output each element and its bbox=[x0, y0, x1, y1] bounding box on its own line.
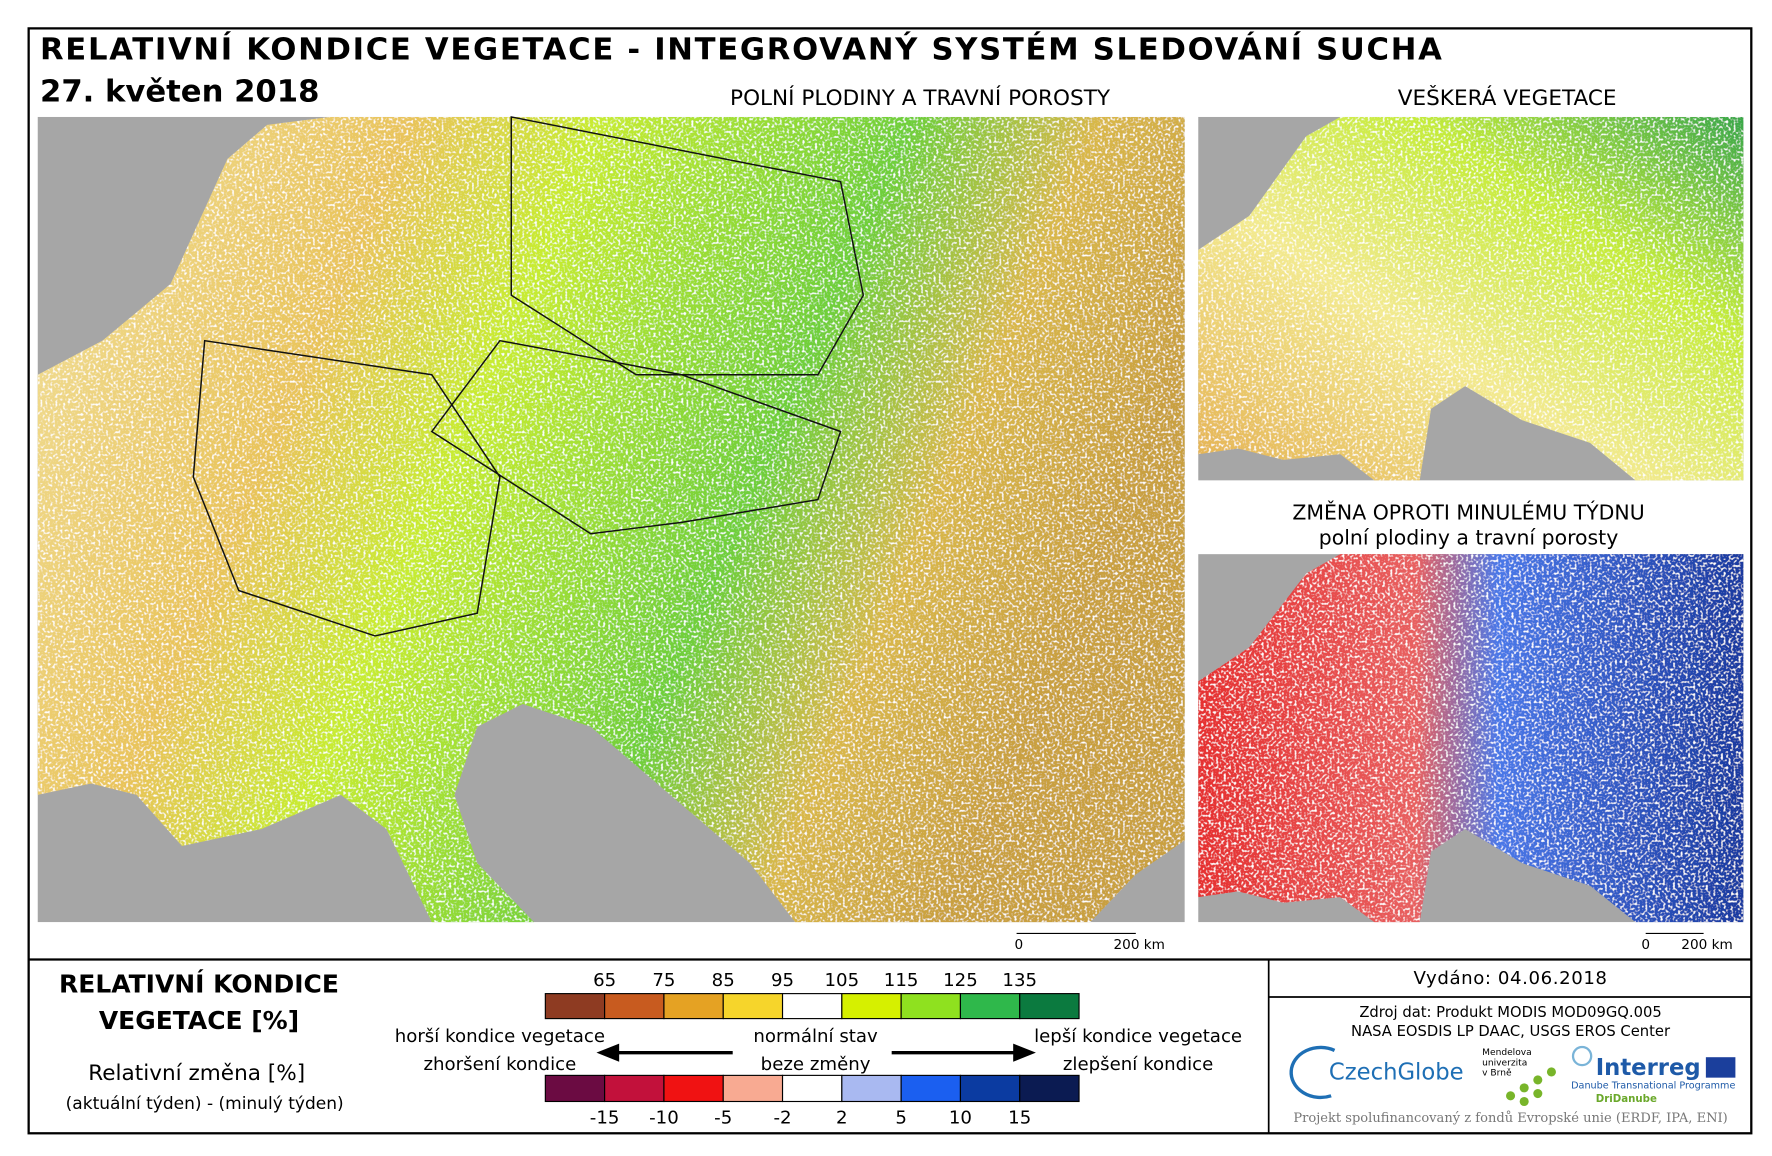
logo-interreg: Interreg Danube Transnational Programme … bbox=[1571, 1045, 1735, 1105]
legend-tick-label: -10 bbox=[649, 1108, 679, 1129]
logo-text: Interreg bbox=[1596, 1055, 1701, 1081]
legend-text: zhoršení kondice bbox=[424, 1054, 577, 1075]
legend-tick-label: -2 bbox=[773, 1108, 791, 1129]
legend-swatch bbox=[663, 993, 724, 1020]
logo-text: Danube Transnational Programme bbox=[1571, 1081, 1735, 1092]
logo-text: v Brně bbox=[1482, 1068, 1512, 1079]
scale-start: 0 bbox=[1641, 937, 1650, 953]
legend-swatch bbox=[604, 993, 665, 1020]
legend-swatch bbox=[781, 993, 843, 1020]
legend-text: horší kondice vegetace bbox=[395, 1026, 605, 1047]
legend-tick-label: 95 bbox=[771, 970, 794, 991]
legend-tick-label: 125 bbox=[943, 970, 978, 991]
arrows bbox=[596, 1043, 1036, 1062]
land bbox=[1198, 554, 1744, 923]
source: NASA EOSDIS LP DAAC, USGS EROS Center bbox=[1351, 1023, 1671, 1040]
scale-start: 0 bbox=[1015, 937, 1024, 953]
legend-change-note: (aktuální týden) - (minulý týden) bbox=[66, 1094, 344, 1114]
map-title: POLNÍ PLODINY A TRAVNÍ POROSTY bbox=[730, 85, 1111, 111]
legend-tick-label: 15 bbox=[1008, 1108, 1031, 1129]
legend-swatch bbox=[900, 993, 962, 1020]
legend-swatch bbox=[1019, 1074, 1080, 1103]
legend-swatch bbox=[900, 1074, 962, 1103]
date: 27. květen 2018 bbox=[40, 75, 319, 110]
legend-swatch bbox=[959, 1074, 1021, 1103]
map-subtitle: polní plodiny a travní porosty bbox=[1319, 525, 1619, 549]
logo-mendel: Mendelova univerzita v Brně bbox=[1482, 1048, 1556, 1107]
legend-tick-label: -15 bbox=[590, 1108, 620, 1129]
legend-title: VEGETACE [%] bbox=[99, 1006, 299, 1035]
land bbox=[1198, 116, 1744, 481]
source: Zdroj dat: Produkt MODIS MOD09GQ.005 bbox=[1359, 1004, 1661, 1021]
footer: Projekt spolufinancovaný z fondů Evropsk… bbox=[1293, 1110, 1727, 1126]
legend-swatch bbox=[841, 1074, 902, 1103]
legend-change-title: Relativní změna [%] bbox=[88, 1061, 305, 1086]
legend-swatch bbox=[722, 993, 784, 1020]
legend-swatch bbox=[604, 1074, 665, 1103]
legend-title: RELATIVNÍ KONDICE bbox=[59, 970, 339, 999]
legend-tick-label: 10 bbox=[949, 1108, 972, 1129]
legend-tick-label: 105 bbox=[825, 970, 860, 991]
legend-swatch bbox=[959, 993, 1021, 1020]
map-title: VEŠKERÁ VEGETACE bbox=[1398, 85, 1617, 111]
legend-swatch bbox=[544, 993, 606, 1020]
legend-swatch bbox=[722, 1074, 784, 1103]
logo-text: Mendelova bbox=[1482, 1048, 1532, 1058]
map-title: ZMĚNA OPROTI MINULÉMU TÝDNU bbox=[1292, 499, 1644, 524]
legend-swatch bbox=[544, 1074, 606, 1103]
main-map bbox=[37, 116, 1185, 923]
legend-text: beze změny bbox=[761, 1054, 871, 1075]
logo-text: CzechGlobe bbox=[1329, 1060, 1464, 1086]
change-map bbox=[1198, 554, 1744, 923]
borders bbox=[192, 116, 865, 637]
legend-text: lepší kondice vegetace bbox=[1034, 1026, 1242, 1047]
legend-swatch bbox=[663, 1074, 724, 1103]
legend-swatch bbox=[781, 1074, 843, 1103]
legend-tick-label: -5 bbox=[714, 1108, 732, 1129]
legend-text: zlepšení kondice bbox=[1063, 1054, 1213, 1075]
title: RELATIVNÍ KONDICE VEGETACE - INTEGROVANÝ… bbox=[40, 31, 1444, 68]
legend-tick-label: 115 bbox=[884, 970, 919, 991]
issued: Vydáno: 04.06.2018 bbox=[1414, 968, 1608, 989]
logo-text: univerzita bbox=[1482, 1058, 1527, 1068]
legend-tick-label: 65 bbox=[593, 970, 616, 991]
scale-end: 200 km bbox=[1114, 937, 1165, 953]
logo-czechglobe: CzechGlobe bbox=[1289, 1045, 1464, 1100]
logo-text: DriDanube bbox=[1596, 1094, 1657, 1105]
scale-end: 200 km bbox=[1681, 937, 1732, 953]
legend-text: normální stav bbox=[753, 1026, 878, 1047]
legend-tick-label: 2 bbox=[836, 1108, 848, 1129]
land bbox=[37, 116, 1185, 923]
legend-tick-label: 85 bbox=[712, 970, 735, 991]
legend-swatch bbox=[841, 993, 902, 1020]
legend-swatch bbox=[1019, 993, 1080, 1020]
legend-tick-label: 5 bbox=[895, 1108, 907, 1129]
legend-tick-label: 75 bbox=[652, 970, 675, 991]
legend-tick-label: 135 bbox=[1002, 970, 1037, 991]
all-vegetation-map bbox=[1198, 116, 1744, 481]
